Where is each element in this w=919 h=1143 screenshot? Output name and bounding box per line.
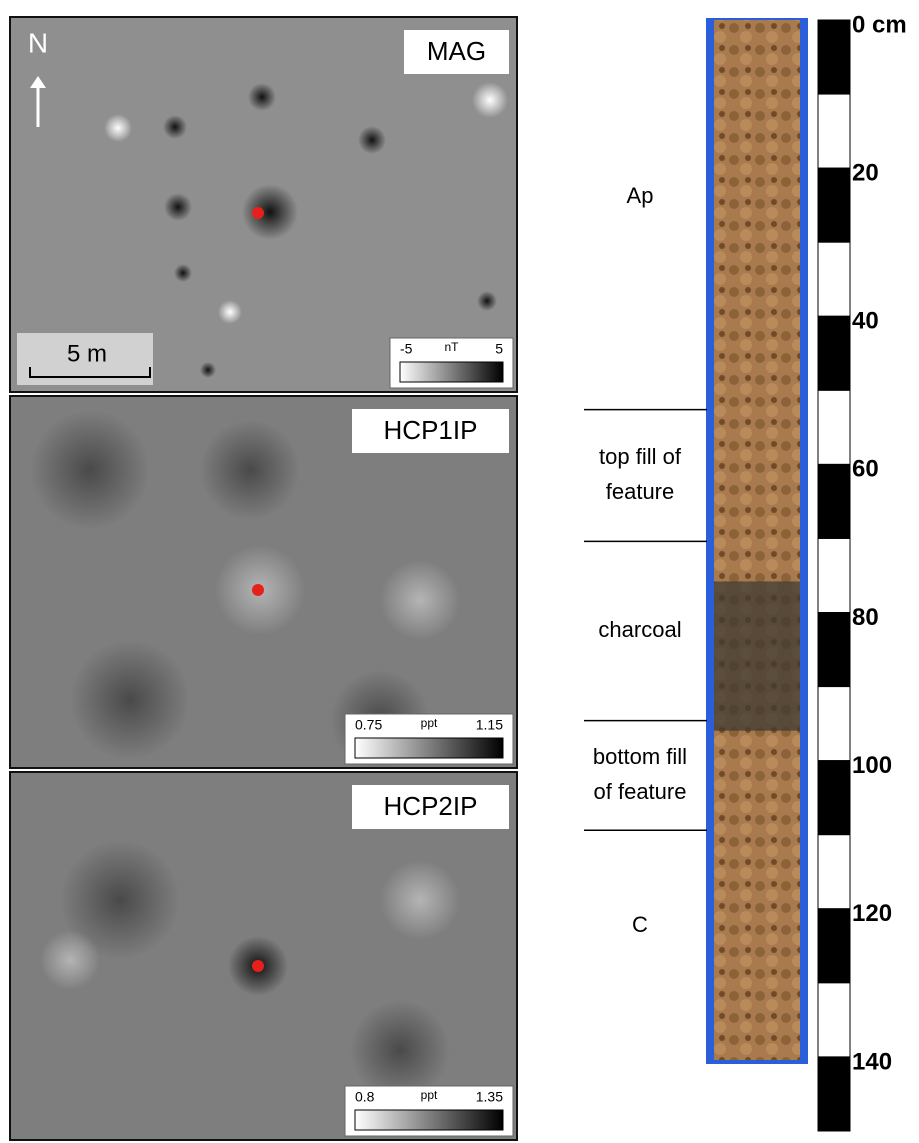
scale-block — [818, 761, 850, 835]
scale-block — [818, 538, 850, 612]
horizon-label: top fill of — [599, 444, 682, 469]
depth-tick-label: 40 — [852, 308, 879, 335]
horizon-label: feature — [606, 479, 675, 504]
charcoal-zone — [714, 581, 800, 730]
anomaly — [380, 860, 460, 940]
legend-unit: ppt — [421, 1088, 438, 1102]
scale-block — [818, 390, 850, 464]
depth-tick-label: 0 cm — [852, 11, 907, 38]
legend-unit: ppt — [421, 716, 438, 730]
color-ramp — [355, 1110, 503, 1130]
depth-tick-label: 120 — [852, 900, 892, 927]
horizon-label: bottom fill — [593, 744, 687, 769]
anomaly — [40, 930, 100, 990]
scale-bar-label: 5 m — [67, 340, 107, 367]
scale-block — [818, 168, 850, 242]
scale-block — [818, 909, 850, 983]
figure: MAG -5 nT 5 HCP1IP 0.75 ppt 1.15 HCP2IP 0.8 ppt 1.3… — [0, 0, 919, 1143]
scale-block — [818, 316, 850, 390]
anomaly — [104, 114, 132, 142]
anomaly — [30, 410, 150, 530]
scale-block — [818, 835, 850, 909]
sample-location — [252, 584, 264, 596]
anomaly — [350, 1000, 450, 1100]
north-label: N — [28, 27, 48, 58]
sample-location — [252, 960, 264, 972]
scale-block — [818, 687, 850, 761]
anomaly — [70, 640, 190, 760]
legend-min: 0.8 — [355, 1089, 375, 1105]
anomaly — [380, 560, 460, 640]
depth-tick-label: 60 — [852, 456, 879, 483]
scale-block — [818, 20, 850, 94]
anomaly — [477, 291, 497, 311]
scale-block — [818, 94, 850, 168]
anomaly — [163, 115, 187, 139]
anomaly — [200, 420, 300, 520]
anomaly — [242, 184, 298, 240]
legend-min: -5 — [400, 341, 413, 357]
legend-max: 1.35 — [476, 1089, 503, 1105]
panel-label: HCP1IP — [384, 415, 478, 445]
core-soil — [714, 20, 800, 1060]
legend-max: 5 — [495, 341, 503, 357]
depth-tick-label: 100 — [852, 752, 892, 779]
color-ramp — [355, 738, 503, 758]
anomaly — [164, 193, 192, 221]
depth-tick-label: 20 — [852, 159, 879, 186]
sample-location — [252, 207, 264, 219]
legend-min: 0.75 — [355, 717, 382, 733]
horizon-label: Ap — [627, 183, 654, 208]
depth-tick-label: 140 — [852, 1048, 892, 1075]
anomaly — [218, 300, 242, 324]
anomaly — [358, 126, 386, 154]
anomaly — [472, 82, 508, 118]
anomaly — [248, 83, 276, 111]
horizon-label: of feature — [594, 779, 687, 804]
legend-max: 1.15 — [476, 717, 503, 733]
scale-block — [818, 983, 850, 1057]
scale-block — [818, 613, 850, 687]
anomaly — [174, 264, 192, 282]
panel-label: HCP2IP — [384, 791, 478, 821]
color-ramp — [400, 362, 503, 382]
scale-block — [818, 464, 850, 538]
panel-label: MAG — [427, 36, 486, 66]
horizon-label: C — [632, 912, 648, 937]
scale-block — [818, 242, 850, 316]
depth-tick-label: 80 — [852, 604, 879, 631]
horizon-label: charcoal — [598, 617, 681, 642]
legend-unit: nT — [444, 340, 459, 354]
scale-block — [818, 1057, 850, 1131]
anomaly — [200, 362, 216, 378]
